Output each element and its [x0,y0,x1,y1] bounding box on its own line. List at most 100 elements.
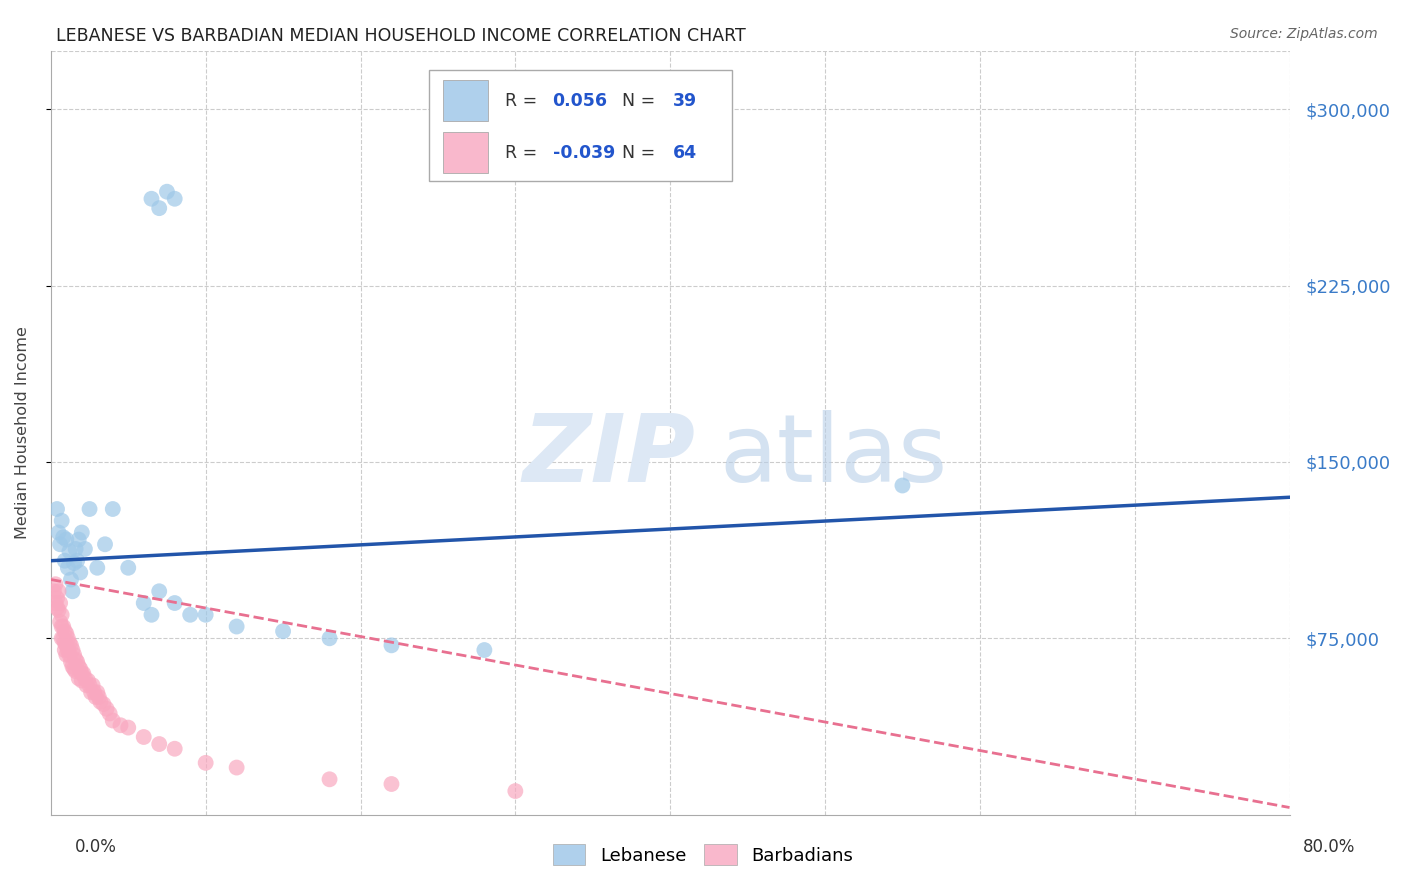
Point [79,678,101,692]
Point [51,619,73,633]
Text: 64: 64 [672,144,697,161]
Point [55,638,77,652]
Point [148,201,170,215]
Point [55,648,77,662]
Point [63,648,86,662]
Point [117,561,139,575]
Point [141,607,163,622]
Point [380,777,402,791]
Text: atlas: atlas [720,409,948,501]
Point [56,561,79,575]
Text: LEBANESE VS BARBADIAN MEDIAN HOUSEHOLD INCOME CORRELATION CHART: LEBANESE VS BARBADIAN MEDIAN HOUSEHOLD I… [56,27,747,45]
Point [148,584,170,599]
Text: Source: ZipAtlas.com: Source: ZipAtlas.com [1230,27,1378,41]
Point [891,478,914,492]
Point [505,784,527,798]
Point [70,673,93,688]
Point [98,706,121,721]
Point [49,615,72,629]
FancyBboxPatch shape [443,80,488,121]
Point [44,577,66,591]
Point [101,502,124,516]
Point [48,584,70,599]
Text: -0.039: -0.039 [553,144,614,161]
Point [70,525,93,540]
Point [163,741,186,756]
Point [194,756,217,770]
Point [65,652,87,666]
Point [66,655,89,669]
Point [62,643,84,657]
FancyBboxPatch shape [429,70,733,180]
Point [42,584,65,599]
Point [110,718,132,732]
Point [51,632,73,646]
Point [49,537,72,551]
Point [82,678,104,692]
Point [51,514,73,528]
Text: ZIP: ZIP [522,409,695,501]
Point [62,584,84,599]
Point [474,643,496,657]
Point [65,664,87,678]
Point [58,544,80,558]
Point [101,714,124,728]
Point [318,772,340,787]
Point [77,673,100,688]
Point [52,619,75,633]
Point [48,603,70,617]
Point [67,533,90,547]
Point [65,541,87,556]
Point [58,636,80,650]
Point [46,502,69,516]
Point [89,695,111,709]
Point [380,638,402,652]
Point [79,502,101,516]
Point [132,730,155,744]
Point [271,624,294,639]
Point [69,662,91,676]
Text: N =: N = [610,92,661,110]
Point [46,591,69,606]
Point [80,685,103,699]
Point [225,619,247,633]
Point [62,659,84,673]
Point [194,607,217,622]
Point [52,530,75,544]
Point [59,655,82,669]
Point [46,600,69,615]
Point [53,643,76,657]
Point [70,666,93,681]
Point [59,573,82,587]
Point [53,624,76,639]
Point [63,556,86,570]
Point [117,721,139,735]
Point [67,659,90,673]
Point [96,702,118,716]
Point [52,632,75,646]
Point [44,596,66,610]
Point [87,690,110,704]
Point [86,685,108,699]
Point [55,533,77,547]
Point [53,636,76,650]
FancyBboxPatch shape [443,132,488,173]
Point [84,690,107,704]
Point [66,554,89,568]
Point [73,671,96,685]
Point [58,648,80,662]
Legend: Lebanese, Barbadians: Lebanese, Barbadians [544,835,862,874]
Point [225,760,247,774]
Point [59,638,82,652]
Point [163,192,186,206]
Point [53,554,76,568]
Text: N =: N = [610,144,661,161]
Point [72,666,94,681]
Text: R =: R = [505,144,543,161]
Point [132,596,155,610]
Point [48,525,70,540]
Point [56,643,79,657]
Point [63,662,86,676]
Point [55,626,77,640]
Point [73,541,96,556]
